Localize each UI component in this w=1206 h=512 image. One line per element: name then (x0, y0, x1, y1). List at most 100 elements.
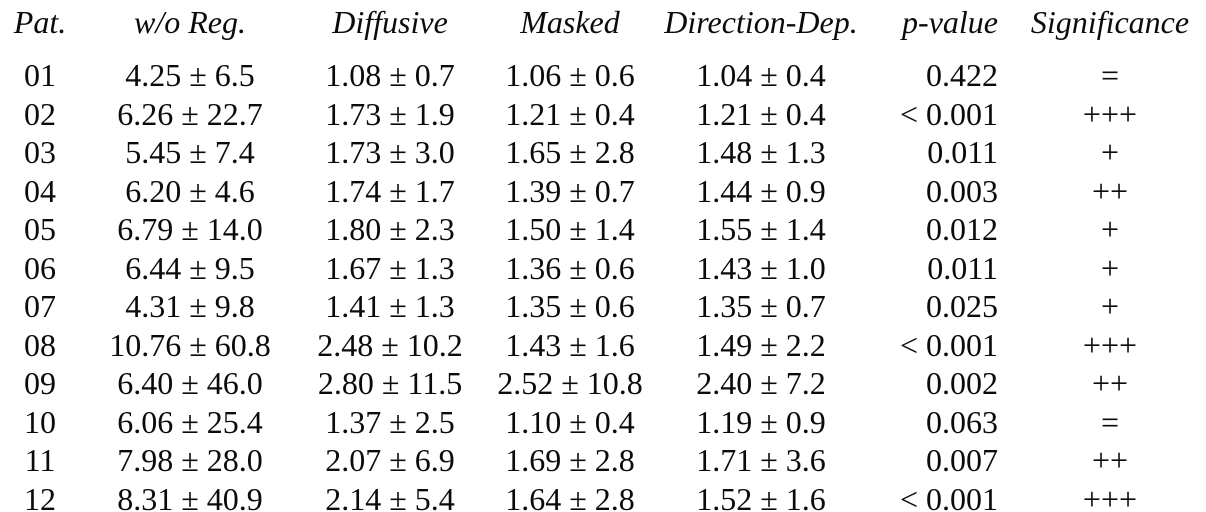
table-row: 04 6.20 ± 4.6 1.74 ± 1.7 1.39 ± 0.7 1.44 ± 0… (0, 172, 1206, 211)
cell-p-value: 0.422 (926, 57, 998, 94)
header-row: Pat. w/o Reg. Diffusive Masked Direction… (0, 0, 1206, 56)
cell-p-value: < 0.001 (899, 480, 998, 512)
cell-diffusive: 1.74 ± 1.7 (325, 172, 455, 209)
cell-significance: + (1100, 211, 1120, 248)
cell-p-value: < 0.001 (899, 95, 998, 132)
table-row: 11 7.98 ± 28.0 2.07 ± 6.9 1.69 ± 2.8 1.71 ± … (0, 441, 1206, 480)
cell-diffusive: 1.08 ± 0.7 (325, 57, 455, 94)
table-row: 03 5.45 ± 7.4 1.73 ± 3.0 1.65 ± 2.8 1.48 ± 1… (0, 133, 1206, 172)
cell-wo-reg: 5.45 ± 7.4 (125, 134, 255, 171)
cell-masked: 1.10 ± 0.4 (505, 403, 635, 440)
table-body: 01 4.25 ± 6.5 1.08 ± 0.7 1.06 ± 0.6 1.04 ± 0… (0, 56, 1206, 512)
cell-wo-reg: 6.79 ± 14.0 (117, 211, 263, 248)
column-header-significance: Significance (1030, 4, 1190, 40)
cell-direction-dep: 1.71 ± 3.6 (696, 442, 826, 479)
cell-direction-dep: 1.35 ± 0.7 (696, 288, 826, 325)
table-row: 05 6.79 ± 14.0 1.80 ± 2.3 1.50 ± 1.4 1.55 ± … (0, 210, 1206, 249)
cell-masked: 1.50 ± 1.4 (505, 211, 635, 248)
cell-masked: 1.21 ± 0.4 (505, 95, 635, 132)
table-row: 07 4.31 ± 9.8 1.41 ± 1.3 1.35 ± 0.6 1.35 ± 0… (0, 287, 1206, 326)
cell-p-value: 0.002 (926, 365, 998, 402)
cell-significance: = (1100, 403, 1120, 440)
cell-direction-dep: 2.40 ± 7.2 (696, 365, 826, 402)
cell-pat: 02 (24, 95, 56, 132)
cell-wo-reg: 6.26 ± 22.7 (117, 95, 263, 132)
cell-significance: + (1100, 134, 1120, 171)
cell-significance: + (1100, 249, 1120, 286)
cell-direction-dep: 1.52 ± 1.6 (696, 480, 826, 512)
cell-pat: 08 (24, 326, 56, 363)
cell-pat: 12 (24, 480, 56, 512)
cell-masked: 1.39 ± 0.7 (505, 172, 635, 209)
table-row: 01 4.25 ± 6.5 1.08 ± 0.7 1.06 ± 0.6 1.04 ± 0… (0, 56, 1206, 95)
cell-direction-dep: 1.55 ± 1.4 (696, 211, 826, 248)
cell-p-value: 0.063 (926, 403, 998, 440)
table-row: 10 6.06 ± 25.4 1.37 ± 2.5 1.10 ± 0.4 1.19 ± … (0, 403, 1206, 442)
cell-pat: 09 (24, 365, 56, 402)
cell-diffusive: 2.48 ± 10.2 (317, 326, 463, 363)
cell-masked: 1.36 ± 0.6 (505, 249, 635, 286)
cell-pat: 04 (24, 172, 56, 209)
cell-p-value: < 0.001 (899, 326, 998, 363)
cell-wo-reg: 7.98 ± 28.0 (117, 442, 263, 479)
cell-diffusive: 1.41 ± 1.3 (325, 288, 455, 325)
table-row: 09 6.40 ± 46.0 2.80 ± 11.5 2.52 ± 10.8 2.40 … (0, 364, 1206, 403)
cell-significance: +++ (1082, 480, 1138, 512)
table-header: Pat. w/o Reg. Diffusive Masked Direction… (0, 0, 1206, 56)
cell-diffusive: 2.07 ± 6.9 (325, 442, 455, 479)
cell-significance: +++ (1082, 326, 1138, 363)
cell-wo-reg: 10.76 ± 60.8 (109, 326, 271, 363)
cell-diffusive: 1.67 ± 1.3 (325, 249, 455, 286)
table-row: 12 8.31 ± 40.9 2.14 ± 5.4 1.64 ± 2.8 1.52 ± … (0, 480, 1206, 512)
cell-p-value: 0.007 (926, 442, 998, 479)
cell-direction-dep: 1.19 ± 0.9 (696, 403, 826, 440)
cell-significance: +++ (1082, 95, 1138, 132)
cell-masked: 1.64 ± 2.8 (505, 480, 635, 512)
cell-diffusive: 1.37 ± 2.5 (325, 403, 455, 440)
cell-pat: 06 (24, 249, 56, 286)
table-row: 02 6.26 ± 22.7 1.73 ± 1.9 1.21 ± 0.4 1.21 ± … (0, 95, 1206, 134)
column-header-p-value: p-value (902, 4, 998, 40)
cell-pat: 10 (24, 403, 56, 440)
cell-wo-reg: 6.20 ± 4.6 (125, 172, 255, 209)
cell-diffusive: 1.73 ± 3.0 (325, 134, 455, 171)
cell-significance: + (1100, 288, 1120, 325)
cell-pat: 01 (24, 57, 56, 94)
cell-wo-reg: 4.25 ± 6.5 (125, 57, 255, 94)
cell-wo-reg: 8.31 ± 40.9 (117, 480, 263, 512)
cell-direction-dep: 1.48 ± 1.3 (696, 134, 826, 171)
cell-diffusive: 2.14 ± 5.4 (325, 480, 455, 512)
cell-wo-reg: 6.44 ± 9.5 (125, 249, 255, 286)
cell-significance: ++ (1091, 365, 1129, 402)
cell-masked: 1.06 ± 0.6 (505, 57, 635, 94)
column-header-diffusive: Diffusive (332, 4, 448, 40)
cell-p-value: 0.011 (927, 134, 998, 171)
cell-diffusive: 2.80 ± 11.5 (317, 365, 463, 402)
cell-masked: 1.35 ± 0.6 (505, 288, 635, 325)
cell-significance: = (1100, 57, 1120, 94)
cell-direction-dep: 1.21 ± 0.4 (696, 95, 826, 132)
cell-p-value: 0.012 (926, 211, 998, 248)
cell-direction-dep: 1.43 ± 1.0 (696, 249, 826, 286)
cell-pat: 03 (24, 134, 56, 171)
cell-significance: ++ (1091, 442, 1129, 479)
cell-direction-dep: 1.49 ± 2.2 (696, 326, 826, 363)
cell-wo-reg: 6.40 ± 46.0 (117, 365, 263, 402)
cell-masked: 1.65 ± 2.8 (505, 134, 635, 171)
cell-masked: 2.52 ± 10.8 (497, 365, 643, 402)
cell-p-value: 0.011 (927, 249, 998, 286)
table-row: 08 10.76 ± 60.8 2.48 ± 10.2 1.43 ± 1.6 1.49 … (0, 326, 1206, 365)
column-header-direction-dep: Direction-Dep. (664, 4, 858, 40)
cell-direction-dep: 1.44 ± 0.9 (696, 172, 826, 209)
cell-masked: 1.69 ± 2.8 (505, 442, 635, 479)
cell-pat: 07 (24, 288, 56, 325)
cell-wo-reg: 6.06 ± 25.4 (117, 403, 263, 440)
cell-pat: 11 (24, 442, 56, 479)
column-header-masked: Masked (520, 4, 620, 40)
cell-diffusive: 1.73 ± 1.9 (325, 95, 455, 132)
column-header-pat: Pat. (13, 4, 67, 40)
cell-direction-dep: 1.04 ± 0.4 (696, 57, 826, 94)
cell-wo-reg: 4.31 ± 9.8 (125, 288, 255, 325)
